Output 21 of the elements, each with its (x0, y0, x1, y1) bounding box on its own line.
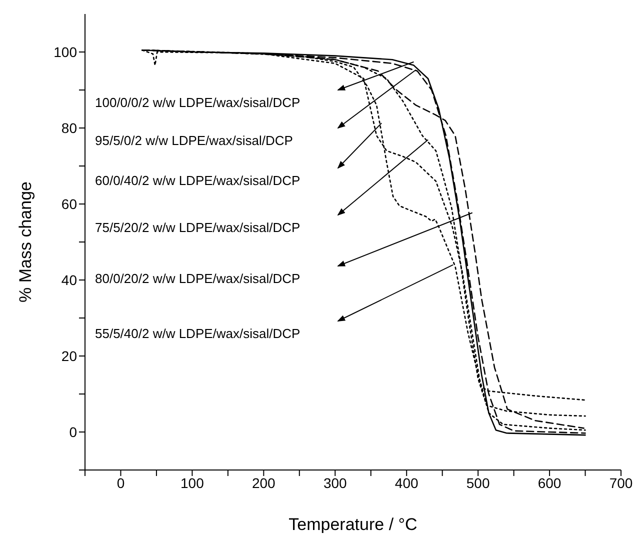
annotation: 55/5/40/2 w/w LDPE/wax/sisal/DCP (95, 326, 300, 341)
x-tick-label: 200 (252, 474, 276, 491)
y-tick-label: 0 (69, 424, 78, 440)
x-tick-label: 300 (323, 474, 348, 491)
x-tick-label: 600 (538, 474, 562, 491)
y-tick-label: 80 (61, 120, 78, 136)
annotation: 100/0/0/2 w/w LDPE/wax/sisal/DCP (95, 95, 300, 110)
y-tick-label: 100 (54, 44, 78, 60)
y-tick-label: 60 (61, 196, 78, 212)
y-tick-label: 40 (61, 272, 78, 288)
x-tick-label: 700 (609, 474, 633, 491)
x-tick-label: 0 (116, 474, 125, 491)
x-tick-label: 500 (466, 474, 490, 491)
y-axis-title: % Mass change (16, 182, 36, 302)
annotation: 75/5/20/2 w/w LDPE/wax/sisal/DCP (95, 220, 300, 235)
y-tick-label: 20 (61, 348, 78, 364)
x-tick-label: 400 (394, 474, 418, 491)
x-tick-label: 100 (180, 474, 204, 491)
annotation: 60/0/40/2 w/w LDPE/wax/sisal/DCP (95, 173, 300, 188)
annotation: 95/5/0/2 w/w LDPE/wax/sisal/DCP (95, 133, 293, 148)
annotation: 80/0/20/2 w/w LDPE/wax/sisal/DCP (95, 271, 300, 286)
